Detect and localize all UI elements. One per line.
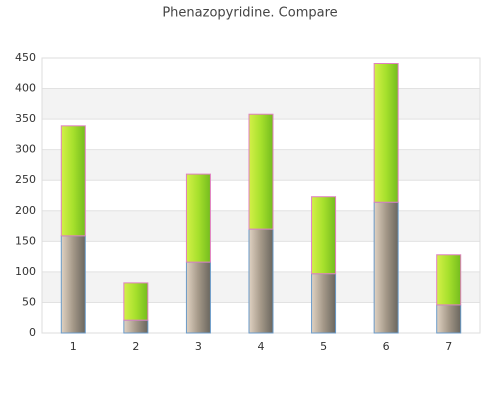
y-tick-label: 0	[29, 326, 36, 339]
bar-segment	[311, 273, 337, 334]
bar-segment	[185, 173, 211, 263]
y-tick-label: 400	[15, 82, 36, 95]
y-tick-label: 250	[15, 173, 36, 186]
y-tick-label: 200	[15, 204, 36, 217]
bar-segment	[436, 254, 462, 306]
bar-segment	[123, 319, 149, 334]
bar-segment	[123, 282, 149, 321]
x-tick-label: 7	[445, 340, 452, 353]
bar-segment	[436, 304, 462, 334]
chart-title: Phenazopyridine. Compare	[162, 6, 337, 21]
y-tick-label: 150	[15, 234, 36, 247]
bar-segment	[60, 125, 86, 237]
x-tick-label: 6	[383, 340, 390, 353]
y-tick-label: 450	[15, 51, 36, 64]
bar-segment	[373, 201, 399, 334]
y-tick-label: 300	[15, 143, 36, 156]
bar-segment	[311, 196, 337, 275]
bar-segment	[60, 235, 86, 334]
x-tick-label: 4	[258, 340, 265, 353]
bar-segment	[248, 113, 274, 230]
x-tick-label: 1	[70, 340, 77, 353]
x-tick-label: 5	[320, 340, 327, 353]
x-tick-label: 3	[195, 340, 202, 353]
x-tick-label: 2	[132, 340, 139, 353]
y-tick-label: 50	[22, 295, 36, 308]
y-tick-label: 100	[15, 265, 36, 278]
bar-segment	[185, 261, 211, 334]
y-tick-label: 350	[15, 112, 36, 125]
bar-segment	[248, 228, 274, 334]
bar-segment	[373, 63, 399, 203]
